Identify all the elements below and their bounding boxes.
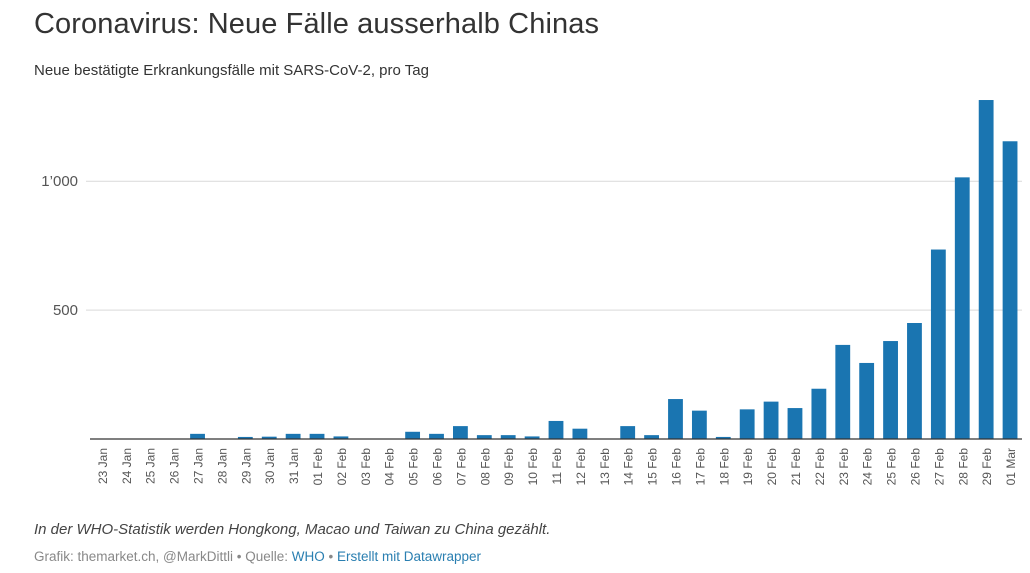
credit-text: Grafik: themarket.ch, @MarkDittli • Quel… bbox=[34, 549, 292, 564]
x-tick-label: 05 Feb bbox=[407, 448, 421, 486]
bar bbox=[285, 433, 301, 439]
bar bbox=[500, 435, 516, 439]
bar bbox=[978, 100, 994, 440]
x-tick-label: 10 Feb bbox=[526, 448, 540, 486]
bar bbox=[333, 436, 349, 439]
chart-note: In der WHO-Statistik werden Hongkong, Ma… bbox=[34, 521, 551, 538]
x-tick-label: 24 Jan bbox=[120, 448, 134, 484]
datawrapper-link[interactable]: Erstellt mit Datawrapper bbox=[336, 549, 482, 564]
x-tick-label: 03 Feb bbox=[359, 448, 373, 486]
x-tick-label: 29 Feb bbox=[980, 448, 994, 486]
bar bbox=[691, 410, 707, 439]
bar bbox=[548, 420, 564, 439]
x-tick-label: 30 Jan bbox=[263, 448, 277, 484]
x-tick-label: 12 Feb bbox=[574, 448, 588, 486]
y-tick-label: 1’000 bbox=[41, 173, 78, 190]
x-tick-label: 02 Feb bbox=[335, 448, 349, 486]
chart-credits: Grafik: themarket.ch, @MarkDittli • Quel… bbox=[34, 549, 481, 564]
x-tick-label: 19 Feb bbox=[741, 448, 755, 486]
bar-chart: 500 1’000 23 Jan 24 Jan 25 Jan 26 Jan 27 Jan 28… bbox=[41, 100, 1022, 486]
x-tick-label: 01 Mar bbox=[1004, 448, 1018, 485]
bar bbox=[405, 431, 421, 439]
bar bbox=[930, 249, 946, 439]
y-tick-label: 500 bbox=[53, 302, 78, 319]
bar bbox=[715, 436, 731, 439]
bar bbox=[524, 436, 540, 439]
x-tick-label: 24 Feb bbox=[861, 448, 875, 486]
chart-title: Coronavirus: Neue Fälle ausserhalb China… bbox=[34, 8, 600, 40]
bar bbox=[763, 401, 779, 439]
bar bbox=[572, 428, 588, 439]
bar bbox=[1002, 141, 1018, 439]
x-tick-label: 26 Jan bbox=[168, 448, 182, 484]
x-tick-label: 13 Feb bbox=[598, 448, 612, 486]
x-tick-label: 26 Feb bbox=[908, 448, 922, 486]
x-tick-label: 01 Feb bbox=[311, 448, 325, 486]
x-tick-label: 17 Feb bbox=[693, 448, 707, 486]
x-tick-label: 08 Feb bbox=[478, 448, 492, 486]
x-tick-label: 25 Jan bbox=[144, 448, 158, 484]
bar bbox=[309, 433, 325, 439]
x-tick-label: 22 Feb bbox=[813, 448, 827, 486]
bar bbox=[835, 344, 851, 439]
x-tick-label: 07 Feb bbox=[454, 448, 468, 486]
bar bbox=[811, 388, 827, 439]
bar bbox=[859, 362, 875, 439]
x-tick-label: 14 Feb bbox=[622, 448, 636, 486]
x-tick-label: 20 Feb bbox=[765, 448, 779, 486]
bar bbox=[883, 341, 898, 439]
x-tick-label: 06 Feb bbox=[431, 448, 445, 486]
bar bbox=[787, 408, 803, 439]
bar bbox=[261, 436, 277, 439]
x-tick-label: 28 Jan bbox=[215, 448, 229, 484]
bar bbox=[620, 426, 636, 439]
bar bbox=[954, 177, 970, 439]
bar bbox=[237, 436, 253, 439]
bar bbox=[644, 435, 659, 439]
bar bbox=[476, 435, 492, 439]
x-tick-label: 28 Feb bbox=[956, 448, 970, 486]
bar bbox=[190, 433, 205, 439]
x-tick-label: 27 Jan bbox=[192, 448, 206, 484]
chart-subtitle: Neue bestätigte Erkrankungsfälle mit SAR… bbox=[34, 62, 429, 79]
bar bbox=[907, 323, 922, 439]
bar bbox=[453, 426, 468, 439]
x-tick-label: 15 Feb bbox=[646, 448, 660, 486]
x-tick-label: 11 Feb bbox=[550, 448, 564, 485]
bar bbox=[739, 409, 755, 439]
x-tick-label: 21 Feb bbox=[789, 448, 803, 486]
x-tick-label: 25 Feb bbox=[885, 448, 899, 486]
x-tick-label: 29 Jan bbox=[239, 448, 253, 484]
x-tick-label: 27 Feb bbox=[932, 448, 946, 486]
source-link[interactable]: WHO bbox=[291, 549, 325, 564]
x-tick-label: 18 Feb bbox=[717, 448, 731, 486]
bar bbox=[668, 399, 683, 439]
x-tick-label: 04 Feb bbox=[383, 448, 397, 486]
x-tick-label: 09 Feb bbox=[502, 448, 516, 486]
x-tick-label: 23 Jan bbox=[96, 448, 110, 484]
credit-separator: • bbox=[324, 549, 337, 564]
x-tick-label: 16 Feb bbox=[669, 448, 683, 486]
bar bbox=[429, 433, 444, 439]
x-tick-label: 23 Feb bbox=[837, 448, 851, 486]
x-tick-label: 31 Jan bbox=[287, 448, 301, 484]
